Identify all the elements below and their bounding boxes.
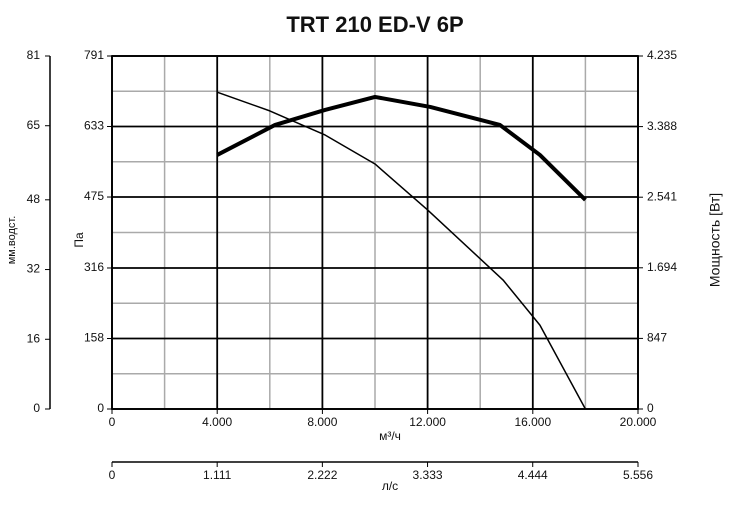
y-tick-label: 316 [84, 260, 104, 274]
x-tick-label: 0 [109, 415, 116, 429]
y2-tick-label: 0 [647, 401, 654, 415]
x-tick-label: 8.000 [307, 415, 337, 429]
plot-frame [111, 55, 639, 410]
x-tick-label: 4.000 [202, 415, 232, 429]
y3-tick-label: 16 [27, 331, 41, 345]
y2-tick-label: 847 [647, 331, 667, 345]
y3-tick-label: 81 [27, 48, 41, 62]
x2-tick-label: 1.111 [203, 468, 232, 482]
x2-tick-label: 5.556 [623, 468, 653, 482]
x2-tick-label: 2.222 [307, 468, 337, 482]
y-tick-label: 0 [97, 401, 104, 415]
x-tick-label: 20.000 [620, 415, 657, 429]
x2-tick-label: 0 [109, 468, 116, 482]
chart-title: TRT 210 ED-V 6P [286, 12, 463, 37]
series-line [216, 91, 587, 410]
y-axis-label: Па [72, 232, 86, 248]
series-line [216, 94, 587, 202]
y3-tick-label: 0 [33, 401, 40, 415]
x-axis-label: м³/ч [379, 429, 401, 443]
x-tick-label: 12.000 [409, 415, 446, 429]
x-tick-label: 16.000 [514, 415, 551, 429]
y2-axis-label: Мощность [Вт] [707, 193, 723, 287]
y-tick-label: 791 [84, 48, 104, 62]
y3-tick-label: 65 [27, 118, 41, 132]
y2-tick-label: 4.235 [647, 48, 677, 62]
y-tick-label: 475 [84, 189, 104, 203]
y3-tick-label: 48 [27, 192, 41, 206]
y-tick-label: 633 [84, 119, 104, 133]
y-tick-label: 158 [84, 331, 104, 345]
y2-tick-label: 2.541 [647, 189, 677, 203]
y3-tick-label: 32 [27, 262, 41, 276]
y2-tick-label: 1.694 [647, 260, 677, 274]
x2-axis-label: л/с [382, 479, 398, 493]
y3-axis-label: мм.водст. [6, 216, 18, 265]
y2-tick-label: 3.388 [647, 119, 677, 133]
x2-tick-label: 4.444 [518, 468, 548, 482]
x2-tick-label: 3.333 [413, 468, 443, 482]
